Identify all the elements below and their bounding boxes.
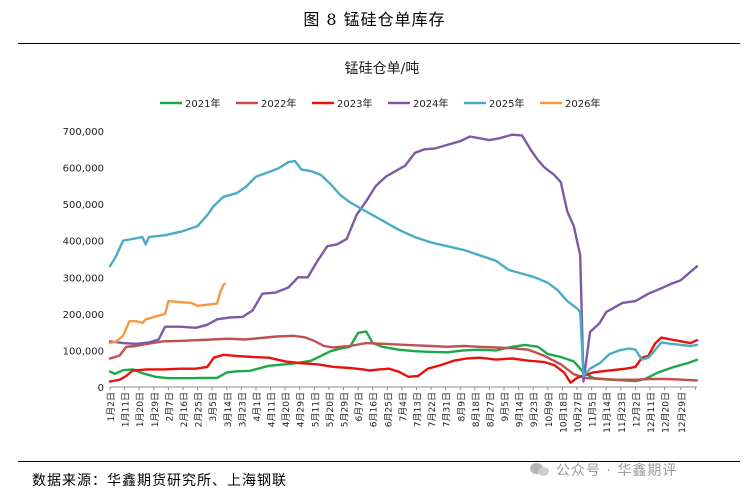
x-axis: 1月2日 1月11日 1月20日 1月29日 2月7日 2月16日 2月25日 3月5日 3月1…	[106, 386, 697, 433]
legend-label: 2026年	[565, 97, 600, 110]
x-tick-label: 8月9日	[456, 392, 467, 421]
series-layer	[108, 133, 699, 384]
series-line-2024年	[108, 133, 699, 383]
x-tick-label: 7月31日	[442, 392, 453, 427]
x-tick-label: 12月20日	[661, 392, 672, 433]
x-tick-label: 7月13日	[412, 392, 423, 427]
x-tick-label: 6月7日	[354, 392, 365, 421]
top-rule	[18, 43, 740, 44]
x-tick-label: 1月2日	[106, 392, 117, 421]
x-tick-label: 1月20日	[135, 392, 146, 427]
y-tick-label: 400,000	[63, 237, 104, 248]
watermark-text: 公众号 · 华鑫期评	[556, 463, 678, 479]
x-tick-label: 4月20日	[281, 392, 292, 427]
legend-label: 2022年	[261, 97, 296, 110]
x-tick-label: 10月18日	[558, 392, 569, 433]
y-tick-label: 500,000	[63, 200, 104, 211]
x-tick-label: 10月27日	[573, 392, 584, 433]
x-tick-label: 2月7日	[164, 392, 175, 421]
series-line-2025年	[108, 159, 699, 378]
y-tick-label: 0	[98, 383, 104, 394]
chart-title: 锰硅仓单/吨	[345, 61, 420, 77]
x-tick-label: 1月29日	[150, 392, 161, 427]
x-tick-label: 5月20日	[325, 392, 336, 427]
x-tick-label: 3月5日	[208, 392, 219, 421]
x-tick-label: 9月5日	[500, 392, 511, 421]
series-line-2026年	[108, 282, 227, 345]
x-tick-label: 12月29日	[677, 392, 688, 433]
x-tick-label: 4月29日	[296, 392, 307, 427]
wechat-icon	[530, 462, 550, 478]
y-tick-label: 300,000	[63, 273, 104, 284]
legend-label: 2021年	[185, 97, 220, 110]
x-tick-label: 1月11日	[121, 392, 132, 427]
x-tick-label: 10月9日	[544, 392, 555, 427]
x-tick-label: 12月2日	[631, 392, 642, 427]
y-tick-label: 600,000	[63, 164, 104, 175]
x-tick-label: 9月23日	[529, 392, 540, 427]
x-tick-label: 6月25日	[383, 392, 394, 427]
y-tick-label: 100,000	[63, 346, 104, 357]
x-tick-label: 11月14日	[602, 392, 613, 433]
x-tick-label: 11月5日	[588, 392, 599, 427]
x-tick-label: 4月11日	[267, 392, 278, 427]
source-note: 数据来源：华鑫期货研究所、上海钢联	[32, 473, 287, 489]
y-tick-label: 700,000	[63, 127, 104, 138]
legend-label: 2023年	[337, 97, 372, 110]
x-tick-label: 11月23日	[617, 392, 628, 433]
bottom-rule	[18, 461, 740, 462]
x-tick-label: 7月22日	[427, 392, 438, 427]
legend: 2021年 2022年 2023年 2024年 2025年 2026年	[160, 97, 600, 110]
series-line-2022年	[108, 334, 699, 382]
x-tick-label: 2月25日	[194, 392, 205, 427]
x-tick-label: 4月1日	[252, 392, 263, 421]
x-tick-label: 12月11日	[646, 392, 657, 433]
x-tick-label: 3月14日	[223, 392, 234, 427]
watermark: 公众号 · 华鑫期评	[530, 459, 677, 481]
figure-caption: 图 8 锰硅仓单库存	[303, 10, 446, 29]
y-tick-label: 200,000	[63, 310, 104, 321]
x-tick-label: 7月4日	[398, 392, 409, 421]
x-tick-label: 8月18日	[471, 392, 482, 427]
x-tick-label: 5月11日	[310, 392, 321, 427]
x-tick-label: 9月14日	[515, 392, 526, 427]
legend-label: 2024年	[413, 97, 448, 110]
x-tick-label: 2月16日	[179, 392, 190, 427]
legend-label: 2025年	[489, 97, 524, 110]
y-axis: 0 100,000 200,000 300,000 400,000 500,000 600,…	[63, 127, 104, 394]
series-line-2023年	[108, 336, 699, 384]
x-tick-label: 5月29日	[340, 392, 351, 427]
x-tick-label: 8月27日	[485, 392, 496, 427]
x-tick-label: 3月23日	[237, 392, 248, 427]
x-tick-label: 6月16日	[369, 392, 380, 427]
